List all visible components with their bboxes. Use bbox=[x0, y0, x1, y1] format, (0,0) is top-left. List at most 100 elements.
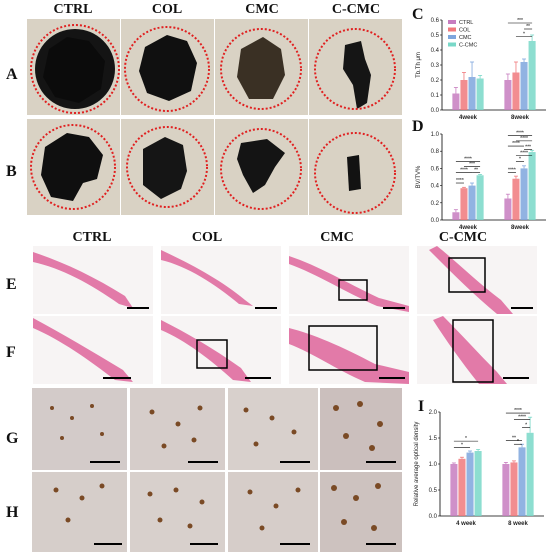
col-label-col-he: COL bbox=[191, 230, 223, 245]
col-label-cmc-he: CMC bbox=[320, 230, 354, 245]
legend-label: CMC bbox=[459, 35, 472, 41]
y-tick-label: 0.4 bbox=[431, 184, 440, 190]
row-label-b: B bbox=[6, 163, 17, 180]
he-f-col bbox=[161, 316, 281, 384]
sig-label: **** bbox=[460, 168, 468, 174]
chart-i: 0.0 0.5 1.0 1.5 2.0 Relative average optical … bbox=[414, 408, 544, 527]
y-tick-label: 0.6 bbox=[431, 166, 440, 172]
y-tick-label: 0.2 bbox=[431, 78, 440, 84]
he-f-ccmc bbox=[417, 316, 537, 384]
x-tick-label: 8week bbox=[511, 115, 530, 121]
bar-c-cmc-1 bbox=[528, 41, 536, 110]
y-tick-label: 2.0 bbox=[429, 410, 438, 416]
he-e-col bbox=[161, 246, 281, 314]
bar-c-cmc-0 bbox=[474, 451, 482, 516]
ihc-h-ctrl bbox=[32, 472, 127, 552]
bar-cmc-0 bbox=[468, 185, 476, 220]
bar-col-0 bbox=[460, 80, 468, 110]
sig-label: **** bbox=[512, 141, 520, 147]
microct-a-col bbox=[121, 19, 214, 115]
y-tick-label: 0.4 bbox=[431, 48, 440, 54]
bar-ctrl-1 bbox=[504, 198, 512, 220]
microct-b-cmc bbox=[215, 119, 308, 215]
y-tick-label: 0.5 bbox=[431, 33, 440, 39]
bar-ctrl-1 bbox=[504, 80, 512, 110]
y-tick-label: 0.1 bbox=[431, 93, 440, 99]
row-label-g: G bbox=[6, 430, 19, 447]
sig-label: **** bbox=[508, 168, 516, 174]
sig-label: *** bbox=[517, 18, 523, 24]
legend-swatch-ctrl bbox=[448, 20, 456, 24]
bar-cmc-1 bbox=[520, 62, 528, 110]
sig-label: *** bbox=[469, 162, 475, 168]
ihc-g-ccmc bbox=[320, 388, 402, 470]
microct-a-ctrl bbox=[27, 19, 120, 115]
y-tick-label: 0.0 bbox=[431, 108, 440, 114]
bar-c-cmc-1 bbox=[526, 432, 534, 516]
y-tick-label: 0.2 bbox=[431, 201, 440, 207]
row-label-a: A bbox=[6, 66, 18, 83]
bar-c-cmc-1 bbox=[528, 152, 536, 220]
y-tick-label: 0.0 bbox=[431, 218, 440, 224]
sig-label: ** bbox=[512, 436, 516, 442]
legend-label: CTRL bbox=[459, 20, 473, 26]
sig-label: ** bbox=[474, 168, 478, 174]
y-tick-label: 0.5 bbox=[429, 488, 438, 494]
bar-col-1 bbox=[510, 462, 518, 516]
bar-col-0 bbox=[458, 458, 466, 516]
sig-label: ** bbox=[526, 24, 530, 30]
microct-a-ccmc bbox=[309, 19, 402, 115]
col-label-ctrl-he: CTRL bbox=[72, 230, 112, 245]
ihc-g-cmc bbox=[228, 388, 318, 470]
ihc-h-ccmc bbox=[320, 472, 402, 552]
y-axis-label: BV/TV% bbox=[416, 165, 422, 188]
he-e-ctrl bbox=[33, 246, 153, 314]
bar-cmc-0 bbox=[468, 77, 476, 110]
bar-ctrl-0 bbox=[450, 464, 458, 516]
col-label-ctrl-top: CTRL bbox=[53, 2, 93, 17]
bar-c-cmc-0 bbox=[476, 175, 484, 220]
y-tick-label: 0.3 bbox=[431, 63, 440, 69]
bar-cmc-1 bbox=[518, 447, 526, 516]
chart-d: 0.00.20.40.60.81.0BV/TV%4week 8week******… bbox=[416, 131, 546, 231]
y-tick-label: 1.0 bbox=[431, 132, 440, 138]
sig-label: **** bbox=[520, 136, 528, 142]
row-label-f: F bbox=[6, 344, 16, 361]
he-e-cmc bbox=[289, 246, 409, 314]
y-tick-label: 0.0 bbox=[429, 514, 438, 520]
ihc-h-col bbox=[130, 472, 225, 552]
x-tick-label: 4week bbox=[459, 225, 478, 231]
bar-col-1 bbox=[512, 178, 520, 220]
sig-label: **** bbox=[464, 157, 472, 163]
bar-cmc-1 bbox=[520, 168, 528, 220]
x-tick-label: 8week bbox=[511, 225, 530, 231]
legend-swatch-col bbox=[448, 27, 456, 32]
ihc-g-ctrl bbox=[32, 388, 127, 470]
row-label-h: H bbox=[6, 504, 19, 521]
microct-a-cmc bbox=[215, 19, 308, 115]
row-label-e: E bbox=[6, 276, 17, 293]
sig-label: * bbox=[525, 423, 527, 429]
bar-c-cmc-0 bbox=[476, 78, 484, 110]
ihc-g-col bbox=[130, 388, 225, 470]
panel-letter-c: C bbox=[412, 6, 424, 23]
he-f-ctrl bbox=[33, 316, 153, 384]
he-f-cmc bbox=[289, 316, 409, 384]
bar-ctrl-0 bbox=[452, 93, 460, 110]
legend-swatch-cmc bbox=[448, 35, 456, 39]
col-label-ccmc-top: C-CMC bbox=[331, 2, 381, 17]
bar-ctrl-1 bbox=[502, 464, 510, 516]
y-axis-label: Tb.Th μm bbox=[416, 52, 422, 78]
col-label-col-top: COL bbox=[151, 2, 183, 17]
x-tick-label: 8 week bbox=[508, 521, 528, 527]
y-tick-label: 1.5 bbox=[429, 436, 438, 442]
sig-label: **** bbox=[516, 131, 524, 137]
bar-col-1 bbox=[512, 72, 520, 110]
legend-label: C-CMC bbox=[459, 43, 477, 49]
panel-letter-d: D bbox=[412, 118, 424, 135]
col-label-ccmc-he: C-CMC bbox=[438, 230, 488, 245]
col-label-cmc-top: CMC bbox=[245, 2, 279, 17]
legend-label: COL bbox=[459, 28, 470, 34]
microct-b-ctrl bbox=[27, 119, 120, 215]
panel-letter-i: I bbox=[418, 398, 425, 415]
